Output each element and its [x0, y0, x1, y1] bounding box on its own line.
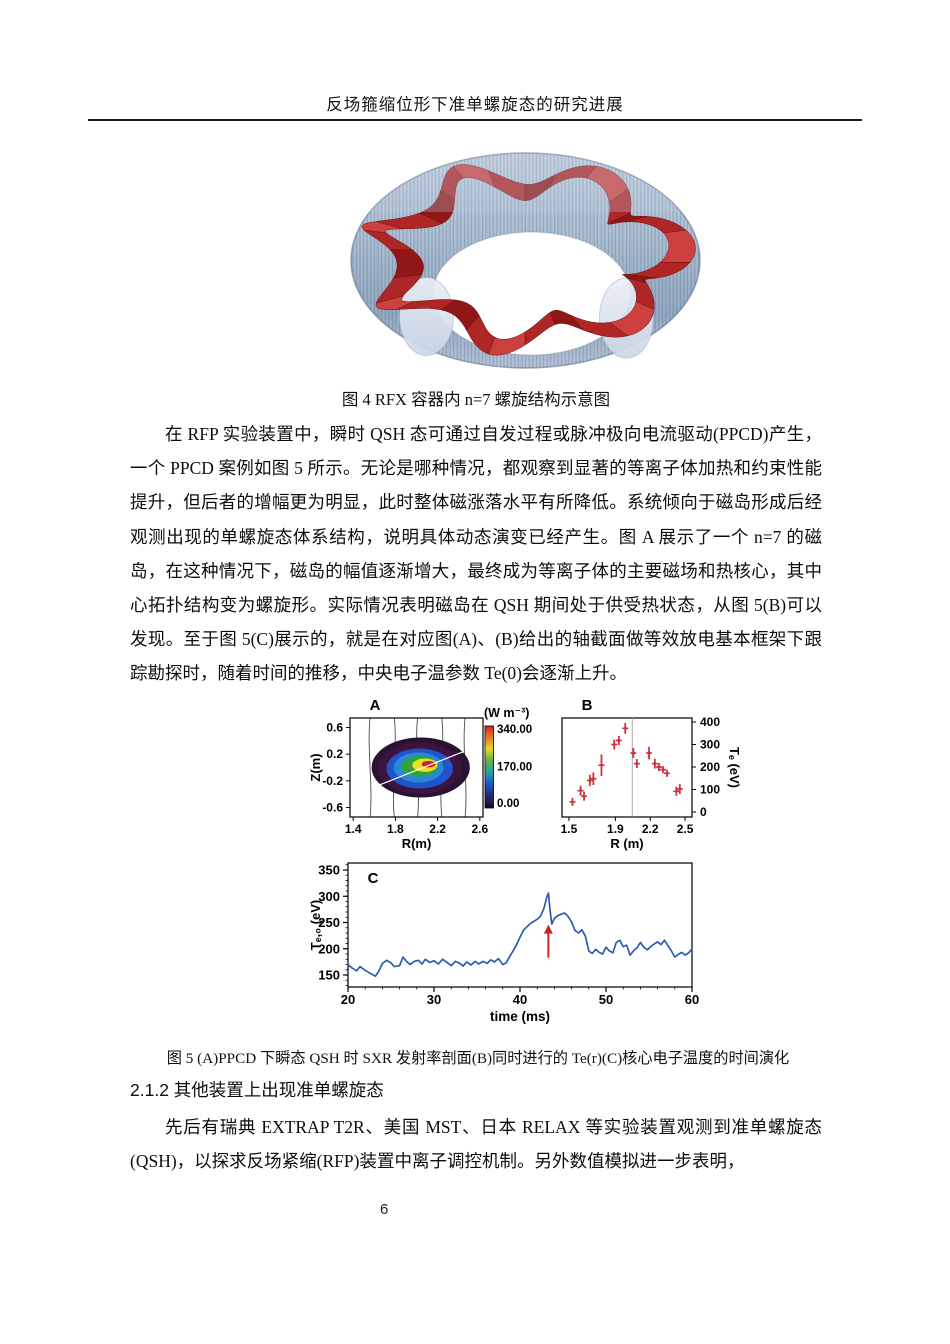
svg-text:R(m): R(m)	[402, 836, 432, 851]
figure4-torus-illustration	[333, 140, 701, 377]
svg-text:1.5: 1.5	[561, 822, 578, 836]
svg-text:20: 20	[341, 992, 355, 1007]
svg-text:Z(m): Z(m)	[308, 753, 323, 781]
svg-text:50: 50	[599, 992, 613, 1007]
section-heading-2-1-2: 2.1.2 其他装置上出现准单螺旋态	[130, 1080, 384, 1100]
figure4-caption: 图 4 RFX 容器内 n=7 螺旋结构示意图	[341, 390, 611, 409]
svg-text:170.00: 170.00	[497, 762, 532, 774]
svg-text:100: 100	[700, 783, 720, 797]
figure5-caption: 图 5 (A)PPCD 下瞬态 QSH 时 SXR 发射率剖面(B)同时进行的 …	[166, 1050, 790, 1067]
svg-text:-0.2: -0.2	[322, 774, 343, 788]
svg-text:2.2: 2.2	[642, 822, 659, 836]
fig5-panel-b: 1.5 1.9 2.2 2.5 0 100 200 300 400 R (m) Tₑ (eV) B	[561, 697, 742, 851]
header-rule	[88, 119, 862, 121]
page-number: 6	[380, 1201, 389, 1218]
svg-text:(W m⁻³): (W m⁻³)	[484, 706, 529, 720]
svg-text:Tₑ (eV): Tₑ (eV)	[727, 747, 740, 788]
svg-text:2.5: 2.5	[677, 822, 694, 836]
torus-svg	[350, 152, 701, 369]
svg-text:0.00: 0.00	[497, 798, 519, 810]
svg-text:40: 40	[513, 992, 527, 1007]
svg-text:-0.6: -0.6	[322, 801, 343, 815]
svg-text:R (m): R (m)	[610, 836, 643, 851]
svg-text:0.2: 0.2	[326, 747, 343, 761]
svg-text:2.6: 2.6	[471, 822, 488, 836]
svg-text:time (ms): time (ms)	[490, 1009, 550, 1024]
body-paragraph-2: 先后有瑞典 EXTRAP T2R、美国 MST、日本 RELAX 等实验装置观测…	[130, 1117, 822, 1172]
figure5-charts: 1.4 1.8 2.2 2.6 0.6 0.2 -0.2 -0.6 R(m) Z(m) A (W m⁻…	[280, 690, 742, 1038]
svg-text:Tₑ,₀ (eV): Tₑ,₀ (eV)	[308, 900, 323, 950]
svg-text:2.2: 2.2	[429, 822, 446, 836]
figure5-svg: 1.4 1.8 2.2 2.6 0.6 0.2 -0.2 -0.6 R(m) Z(m) A (W m⁻…	[308, 697, 742, 1024]
svg-text:200: 200	[318, 941, 340, 956]
svg-text:250: 250	[318, 915, 340, 930]
body-paragraph-1: 在 RFP 实验装置中，瞬时 QSH 态可通过自发过程或脉冲极向电流驱动(PPC…	[130, 424, 822, 684]
helix-ribbon	[361, 164, 696, 356]
svg-text:1.4: 1.4	[345, 822, 362, 836]
svg-text:1.8: 1.8	[387, 822, 404, 836]
svg-text:B: B	[582, 697, 593, 714]
svg-text:300: 300	[318, 889, 340, 904]
svg-text:350: 350	[318, 863, 340, 878]
svg-text:C: C	[368, 870, 379, 887]
svg-text:1.9: 1.9	[607, 822, 624, 836]
svg-text:300: 300	[700, 738, 720, 752]
page-header-title: 反场箍缩位形下准单螺旋态的研究进展	[326, 95, 624, 114]
svg-text:0: 0	[700, 805, 707, 819]
fig5-panel-a: 1.4 1.8 2.2 2.6 0.6 0.2 -0.2 -0.6 R(m) Z(m) A (W m⁻…	[308, 697, 532, 851]
svg-text:A: A	[370, 697, 381, 714]
svg-text:30: 30	[427, 992, 441, 1007]
svg-text:0.6: 0.6	[326, 720, 343, 734]
svg-text:400: 400	[700, 715, 720, 729]
svg-text:340.00: 340.00	[497, 724, 532, 736]
svg-text:60: 60	[685, 992, 699, 1007]
svg-text:150: 150	[318, 968, 340, 983]
svg-text:200: 200	[700, 760, 720, 774]
